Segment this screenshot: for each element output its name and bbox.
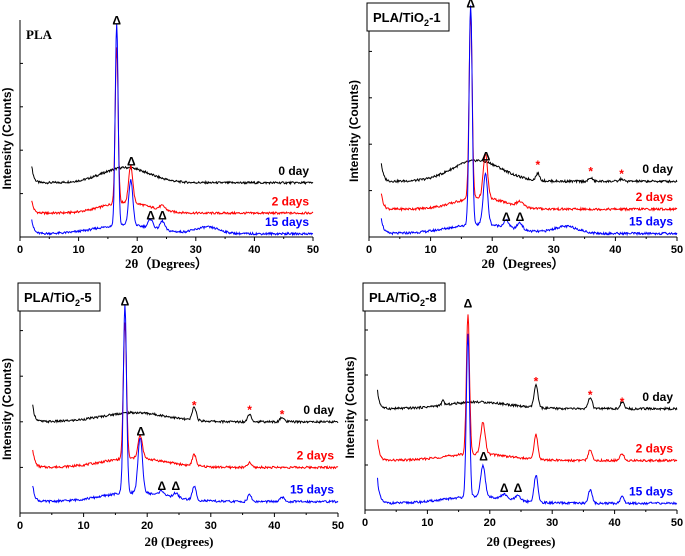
x-tick-label: 50 [332, 520, 344, 532]
x-tick-label: 10 [421, 517, 433, 529]
series-line-15-days [32, 303, 339, 505]
x-tick-label: 40 [609, 244, 621, 256]
x-tick-label: 30 [546, 517, 558, 529]
series-line-2-days [380, 12, 678, 212]
triangle-marker: Δ [514, 481, 523, 495]
asterisk-marker: * [588, 165, 593, 179]
series-line-2-days [32, 322, 339, 470]
triangle-marker: Δ [172, 479, 181, 493]
y-axis-label: Intensity (Counts) [347, 80, 361, 182]
panel-title-box [366, 2, 450, 32]
x-tick-label: 10 [72, 244, 84, 256]
series-line-2-days [31, 47, 314, 216]
series-line-0-day [31, 165, 314, 186]
series-line-0-day [32, 404, 339, 425]
series-label: 0 day [642, 162, 673, 176]
asterisk-marker: * [280, 408, 285, 422]
x-tick-label: 50 [671, 244, 683, 256]
y-axis-label: Intensity (Counts) [343, 357, 357, 459]
x-tick-label: 20 [486, 244, 498, 256]
series-line-2-days [377, 314, 678, 464]
series-line-15-days [31, 23, 314, 237]
triangle-marker: Δ [137, 424, 146, 438]
series-label: 2 days [297, 448, 335, 462]
triangle-marker: Δ [146, 209, 155, 223]
x-tick-label: 10 [424, 244, 436, 256]
asterisk-marker: * [619, 167, 624, 181]
y-axis-label: Intensity (Counts) [0, 358, 14, 460]
panel-title: PLA/TiO2-5 [24, 290, 92, 308]
series-label: 15 days [629, 214, 673, 228]
series-label: 0 day [303, 403, 334, 417]
series-line-15-days [380, 5, 678, 237]
x-tick-label: 20 [131, 244, 143, 256]
triangle-marker: Δ [158, 479, 167, 493]
panel-1: 0 10 20 30 40 50 2θ（Degrees） Intensity (Counts)… [0, 13, 319, 271]
series-line-0-day [380, 158, 678, 185]
panel-title-box [362, 282, 446, 312]
y-axis-label: Intensity (Counts) [0, 88, 14, 190]
series-label: 15 days [629, 484, 673, 498]
x-tick-label: 0 [366, 244, 372, 256]
series-label: 2 days [636, 442, 674, 456]
asterisk-marker: * [247, 403, 252, 417]
triangle-marker: Δ [464, 297, 473, 311]
panel-title: PLA [26, 27, 53, 42]
panel-3: 0 10 20 30 40 50 2θ (Degrees) Intensity (Counts… [0, 282, 344, 549]
triangle-marker: Δ [112, 13, 121, 27]
triangle-marker: Δ [479, 450, 488, 464]
asterisk-marker: * [534, 375, 539, 389]
x-tick-label: 30 [205, 520, 217, 532]
x-tick-label: 40 [268, 520, 280, 532]
panel-title-box [17, 282, 101, 312]
series-label: 15 days [265, 215, 309, 229]
x-tick-label: 50 [307, 244, 319, 256]
series-line-0-day [377, 383, 678, 412]
x-tick-label: 0 [17, 244, 23, 256]
series-label: 2 days [636, 190, 674, 204]
triangle-marker: Δ [121, 295, 130, 309]
series-line-15-days [377, 333, 678, 506]
x-axis-label: 2θ（Degrees） [481, 256, 564, 271]
asterisk-marker: * [620, 395, 625, 409]
x-tick-label: 30 [548, 244, 560, 256]
x-tick-label: 30 [190, 244, 202, 256]
x-tick-label: 0 [362, 517, 368, 529]
asterisk-marker: * [192, 399, 197, 413]
panel-title: PLA/TiO2-8 [369, 290, 437, 308]
x-tick-label: 20 [141, 520, 153, 532]
x-tick-label: 20 [484, 517, 496, 529]
x-axis-label: 2θ (Degrees) [145, 534, 214, 549]
x-tick-label: 40 [608, 517, 620, 529]
x-axis-label: 2θ (Degrees) [487, 534, 556, 549]
x-tick-label: 40 [248, 244, 260, 256]
triangle-marker: Δ [516, 210, 525, 224]
triangle-marker: Δ [502, 210, 511, 224]
series-label: 2 days [272, 195, 310, 209]
x-tick-label: 50 [671, 517, 683, 529]
asterisk-marker: * [588, 388, 593, 402]
asterisk-marker: * [535, 158, 540, 172]
panel-title: PLA/TiO2-1 [373, 10, 441, 28]
series-label: 15 days [290, 483, 334, 497]
x-axis-label: 2θ（Degrees） [125, 256, 208, 271]
panel-2: 0 10 20 30 40 50 2θ（Degrees） Intensity (Counts)… [347, 0, 683, 271]
triangle-marker: Δ [482, 149, 491, 163]
x-tick-label: 0 [17, 520, 23, 532]
triangle-marker: Δ [158, 209, 167, 223]
panel-4: 0 10 20 30 40 50 2θ (Degrees) Intensity (Counts… [343, 282, 683, 549]
series-label: 0 day [642, 390, 673, 404]
triangle-marker: Δ [127, 154, 136, 168]
triangle-marker: Δ [466, 0, 475, 10]
series-label: 0 day [278, 164, 309, 178]
x-tick-label: 10 [77, 520, 89, 532]
triangle-marker: Δ [500, 481, 509, 495]
